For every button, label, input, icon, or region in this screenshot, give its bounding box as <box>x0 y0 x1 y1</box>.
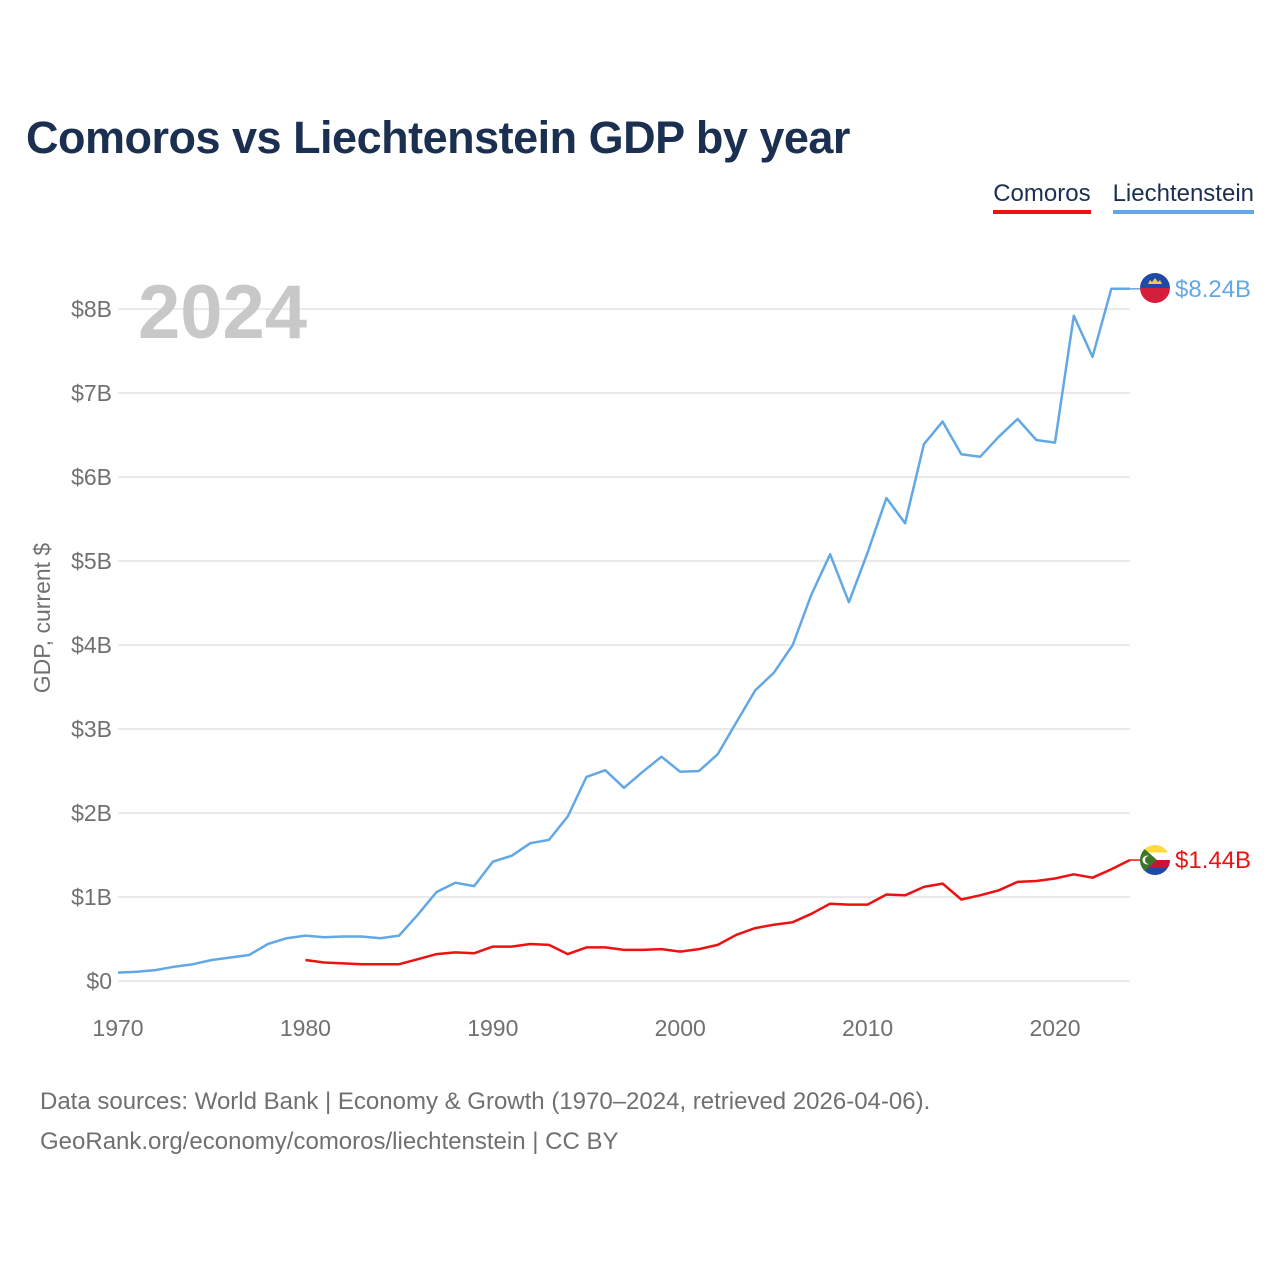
x-axis-ticks: 1970 1980 1990 2000 2010 2020 <box>92 1015 1080 1041</box>
grid-lines <box>118 308 1130 982</box>
end-labels: $8.24B $1.44B <box>1175 276 1251 874</box>
year-watermark: 2024 <box>138 270 307 355</box>
x-tick-label: 1980 <box>280 1015 331 1041</box>
series-lines <box>117 287 1140 974</box>
end-label-liechtenstein: $8.24B <box>1175 276 1251 303</box>
y-tick-label: $1B <box>71 884 112 910</box>
page-title: Comoros vs Liechtenstein GDP by year <box>26 112 850 163</box>
comoros-flag-icon <box>1140 845 1170 875</box>
data-source-text: Data sources: World Bank | Economy & Gro… <box>40 1088 931 1115</box>
x-tick-label: 2010 <box>842 1015 893 1041</box>
liechtenstein-flag-icon <box>1140 273 1170 303</box>
y-tick-label: $5B <box>71 548 112 574</box>
y-axis-label: GDP, current $ <box>29 543 55 694</box>
gdp-line-chart: 2024 $0 $1B $2B $3B $4B $5B $6B $7B $8B 1970 1980… <box>29 270 1251 1041</box>
x-tick-label: 1990 <box>467 1015 518 1041</box>
x-tick-label: 1970 <box>92 1015 143 1041</box>
series-line-liechtenstein <box>117 287 1130 974</box>
y-tick-label: $2B <box>71 800 112 826</box>
y-tick-label: $7B <box>71 380 112 406</box>
series-line-comoros <box>305 858 1131 966</box>
y-axis-ticks: $0 $1B $2B $3B $4B $5B $6B $7B $8B <box>71 296 112 994</box>
footer: Data sources: World Bank | Economy & Gro… <box>40 1082 930 1162</box>
x-tick-label: 2000 <box>655 1015 706 1041</box>
y-tick-label: $0 <box>86 968 112 994</box>
y-tick-label: $3B <box>71 716 112 742</box>
y-tick-label: $4B <box>71 632 112 658</box>
x-tick-label: 2020 <box>1029 1015 1080 1041</box>
end-label-comoros: $1.44B <box>1175 847 1251 874</box>
legend-item-comoros[interactable]: Comoros <box>993 180 1091 214</box>
y-tick-label: $8B <box>71 296 112 322</box>
y-tick-label: $6B <box>71 464 112 490</box>
legend-item-liechtenstein[interactable]: Liechtenstein <box>1112 180 1254 214</box>
legend: Comoros Liechtenstein <box>993 180 1254 214</box>
attribution-text: GeoRank.org/economy/comoros/liechtenstei… <box>40 1128 619 1155</box>
